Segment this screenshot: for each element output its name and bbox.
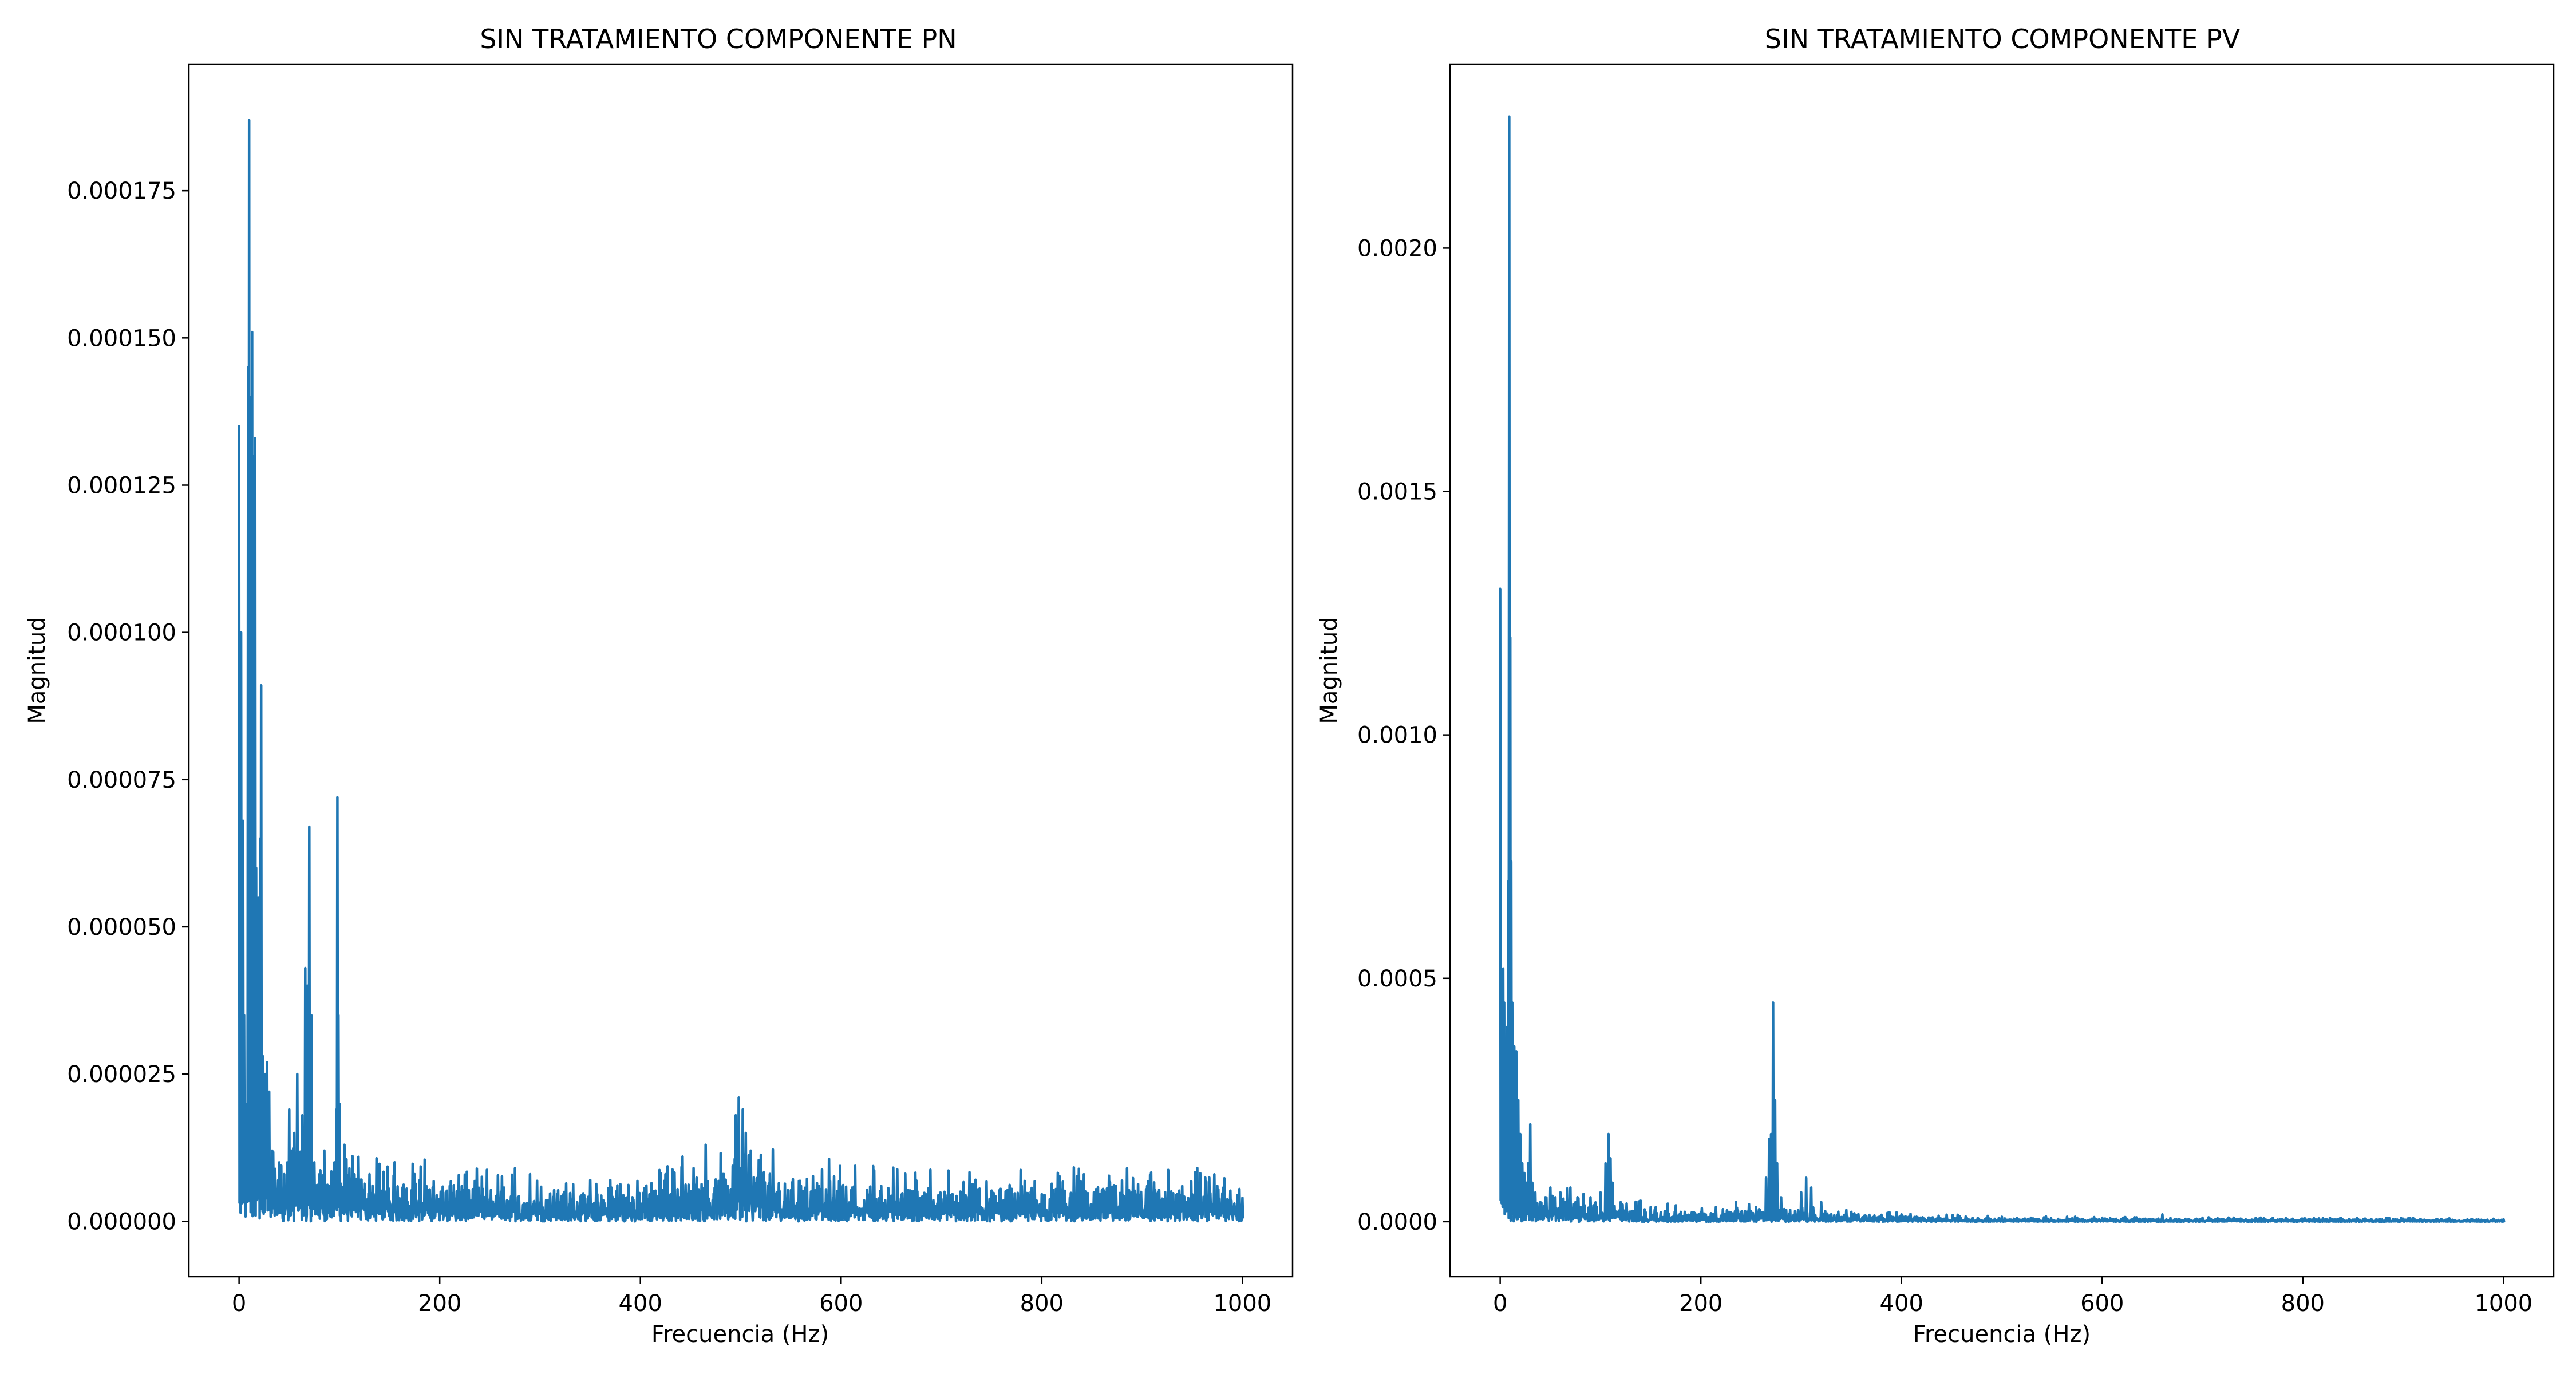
series-line-pv — [1499, 115, 2506, 1223]
y-tick-label: 0.0015 — [1357, 479, 1437, 506]
y-axis-label-pv: Magnitud — [1316, 617, 1342, 724]
x-tick-label: 800 — [2281, 1290, 2325, 1317]
y-tick-label: 0.000075 — [67, 767, 176, 793]
chart-title-pn: SIN TRATAMIENTO COMPONENTE PN — [480, 23, 957, 54]
x-tick-label: 800 — [1020, 1290, 1064, 1317]
x-tick-label: 400 — [619, 1290, 662, 1317]
x-tick-label: 200 — [1679, 1290, 1722, 1317]
y-tick-label: 0.0010 — [1357, 722, 1437, 749]
plot-frame-pn — [188, 63, 1294, 1278]
x-axis-label-pv: Frecuencia (Hz) — [1913, 1321, 2091, 1348]
x-ticks-pn: 0 200 400 600 800 1000 — [232, 1277, 1271, 1317]
y-tick-label: 0.000150 — [67, 325, 176, 352]
series-line-pn — [238, 119, 1244, 1223]
x-tick-label: 600 — [819, 1290, 863, 1317]
x-tick-label: 1000 — [2474, 1290, 2532, 1317]
y-tick-label: 0.000000 — [67, 1209, 176, 1235]
y-tick-label: 0.0020 — [1357, 235, 1437, 262]
y-tick-label: 0.000175 — [67, 178, 176, 204]
y-ticks-pn: 0.000000 0.000025 0.000050 0.000075 0.000100… — [67, 178, 189, 1235]
y-tick-label: 0.000125 — [67, 472, 176, 499]
x-tick-label: 200 — [418, 1290, 461, 1317]
x-tick-label: 0 — [1493, 1290, 1507, 1317]
x-ticks-pv: 0 200 400 600 800 1000 — [1493, 1277, 2532, 1317]
y-tick-label: 0.000100 — [67, 620, 176, 646]
chart-panel-pn: SIN TRATAMIENTO COMPONENTE PN 0.0000000.… — [24, 23, 1294, 1348]
y-axis-label-pn: Magnitud — [24, 617, 50, 724]
chart-title-pv: SIN TRATAMIENTO COMPONENTE PV — [1765, 23, 2241, 54]
y-ticks-pv: 0.0000 0.0005 0.0010 0.0015 0.0020 — [1357, 235, 1450, 1235]
x-tick-label: 600 — [2080, 1290, 2124, 1317]
x-tick-label: 400 — [1880, 1290, 1923, 1317]
y-tick-label: 0.000050 — [67, 914, 176, 941]
y-tick-label: 0.000025 — [67, 1061, 176, 1088]
x-tick-label: 1000 — [1213, 1290, 1271, 1317]
x-axis-label-pn: Frecuencia (Hz) — [651, 1321, 829, 1348]
y-tick-label: 0.0000 — [1357, 1209, 1437, 1235]
x-tick-label: 0 — [232, 1290, 246, 1317]
plot-frame-pv — [1449, 63, 2555, 1278]
chart-panel-pv: SIN TRATAMIENTO COMPONENTE PV 0.00000.00… — [1316, 23, 2555, 1348]
y-tick-label: 0.0005 — [1357, 966, 1437, 992]
